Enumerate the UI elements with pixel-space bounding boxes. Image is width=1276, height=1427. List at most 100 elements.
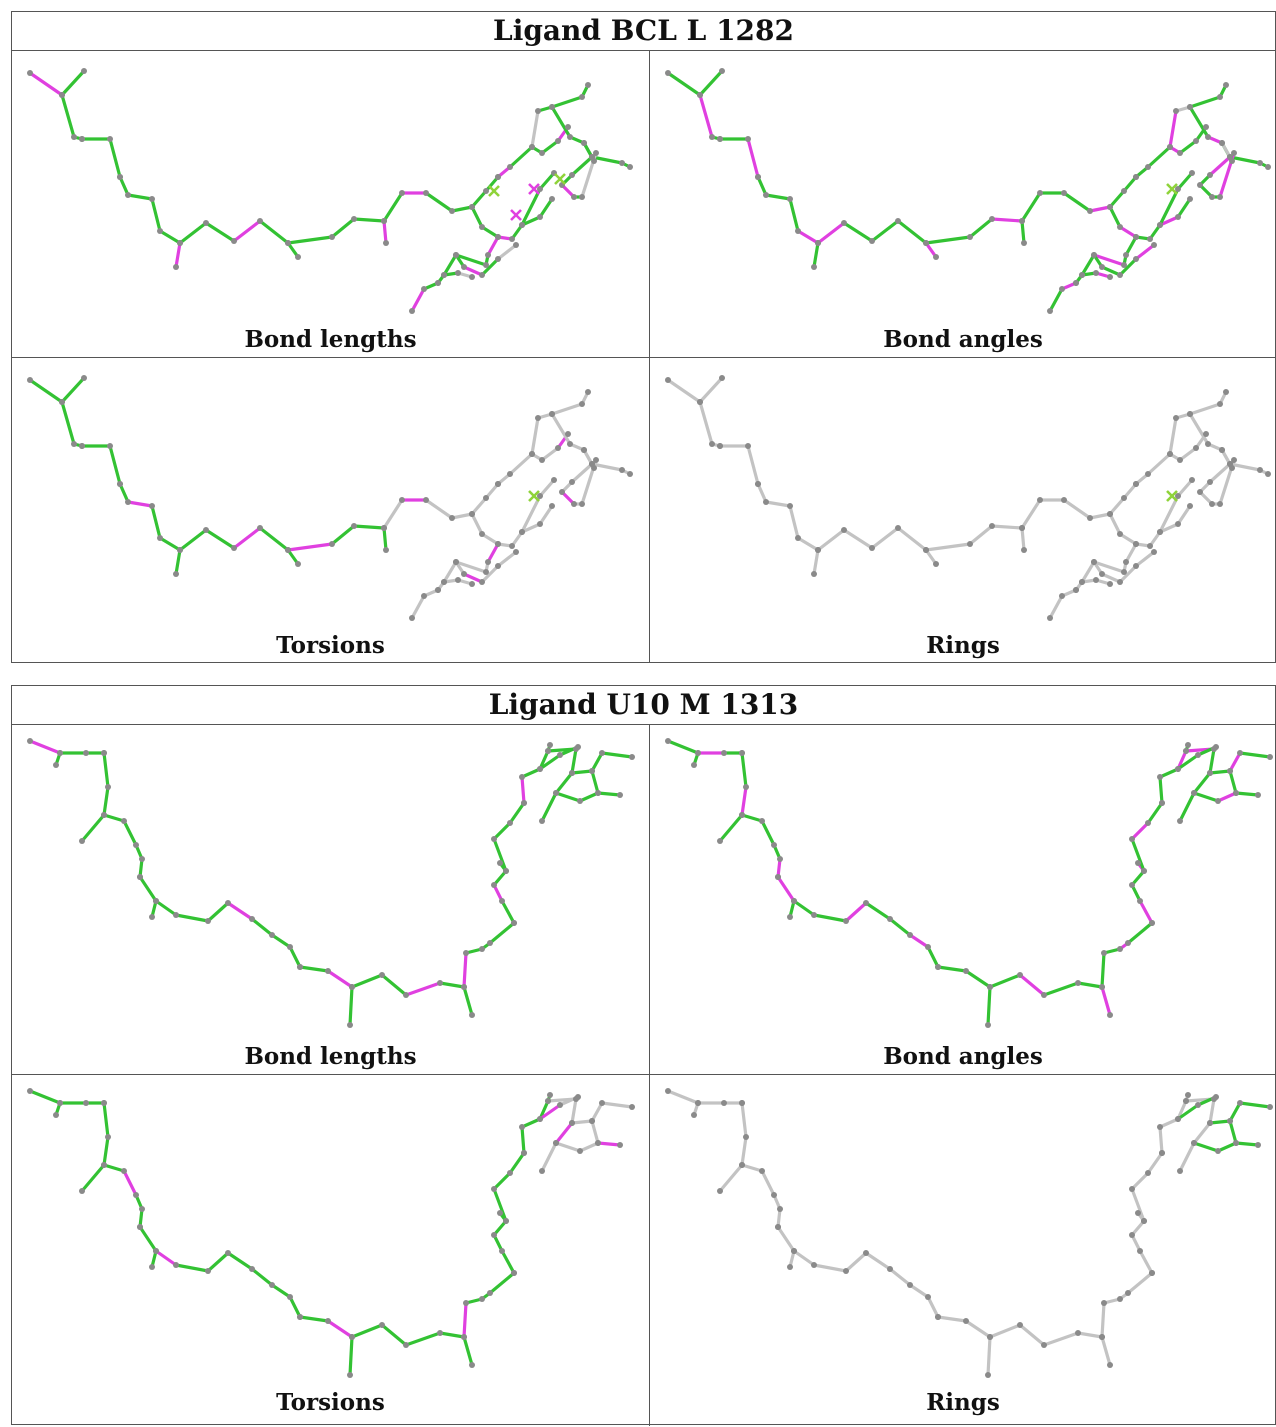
atom [537, 493, 543, 499]
bond [1138, 1249, 1154, 1275]
atom [1175, 1116, 1181, 1122]
bond [462, 1335, 474, 1367]
atom [463, 950, 469, 956]
bond [666, 1089, 700, 1105]
bond [1176, 753, 1200, 771]
atom [27, 377, 33, 383]
bond [138, 857, 144, 879]
atom [787, 196, 793, 202]
bond [1178, 139, 1198, 155]
panel-bond-angles: Bond angles [649, 725, 1276, 1074]
atom [967, 541, 973, 547]
bond [816, 221, 846, 245]
atom [1107, 511, 1113, 517]
bond [1100, 1301, 1106, 1339]
atom [349, 984, 355, 990]
bond [102, 1135, 110, 1167]
bond [1192, 1141, 1220, 1153]
atom [497, 1210, 503, 1216]
atom [629, 1104, 635, 1110]
panel-label: Rings [926, 632, 1000, 659]
molecule-diagram [665, 1088, 1273, 1378]
bond [740, 1163, 764, 1173]
atom [117, 174, 123, 180]
atom [519, 529, 525, 535]
bond [776, 1207, 782, 1229]
bond [1176, 171, 1194, 191]
bond [226, 1251, 254, 1271]
atom [79, 443, 85, 449]
atom [709, 441, 715, 447]
bond [1176, 197, 1192, 219]
molecule-diagram [27, 1088, 635, 1378]
atom [925, 944, 931, 950]
atom [1177, 1168, 1183, 1174]
atom [347, 1372, 353, 1378]
bond [1178, 791, 1196, 823]
bond [1158, 1125, 1164, 1155]
atom [739, 750, 745, 756]
atom [565, 431, 571, 437]
bond [102, 751, 110, 789]
atom [1233, 1140, 1239, 1146]
bond [590, 1119, 600, 1145]
atom [985, 1022, 991, 1028]
panel-rings: Rings [649, 357, 1276, 663]
ring-centroid-mark [1166, 183, 1178, 195]
bond [698, 376, 724, 404]
atom [1107, 1012, 1113, 1018]
bond [488, 921, 516, 945]
bond [60, 69, 86, 97]
bond [740, 813, 764, 823]
atom [1233, 790, 1239, 796]
atom [1175, 186, 1181, 192]
bond [764, 500, 792, 508]
atom [923, 547, 929, 553]
atom [513, 242, 519, 248]
atom [569, 1120, 575, 1126]
atom [521, 800, 527, 806]
atom [575, 1094, 581, 1100]
atom [231, 545, 237, 551]
bond [554, 791, 582, 803]
atom [841, 220, 847, 226]
bond [1146, 801, 1164, 825]
atom [1129, 836, 1135, 842]
atom [907, 1282, 913, 1288]
atom [717, 1188, 723, 1194]
atom [815, 547, 821, 553]
atom [79, 838, 85, 844]
bond [1158, 775, 1164, 805]
atom [509, 543, 515, 549]
bond [842, 528, 874, 550]
atom [107, 136, 113, 142]
bond [570, 462, 594, 484]
atom [495, 541, 501, 547]
bond [258, 219, 290, 245]
panel-label: Torsions [276, 1389, 385, 1416]
bond [484, 482, 500, 500]
bond [442, 560, 458, 584]
atom [153, 898, 159, 904]
atom [1207, 172, 1213, 178]
bond [1176, 478, 1194, 498]
bond [1188, 412, 1210, 446]
atom [257, 525, 263, 531]
bond [812, 548, 820, 576]
atom [1267, 1104, 1273, 1110]
atom [1175, 214, 1181, 220]
bond [520, 1125, 526, 1155]
atom [503, 1218, 509, 1224]
atom [487, 1290, 493, 1296]
bond [1216, 791, 1238, 803]
bond [1176, 1099, 1188, 1121]
bond [1168, 416, 1178, 456]
atom [755, 174, 761, 180]
atom [463, 1300, 469, 1306]
bond [788, 504, 800, 540]
atom [329, 234, 335, 240]
atom [383, 547, 389, 553]
atom [721, 1100, 727, 1106]
atom [595, 1140, 601, 1146]
atom [499, 898, 505, 904]
